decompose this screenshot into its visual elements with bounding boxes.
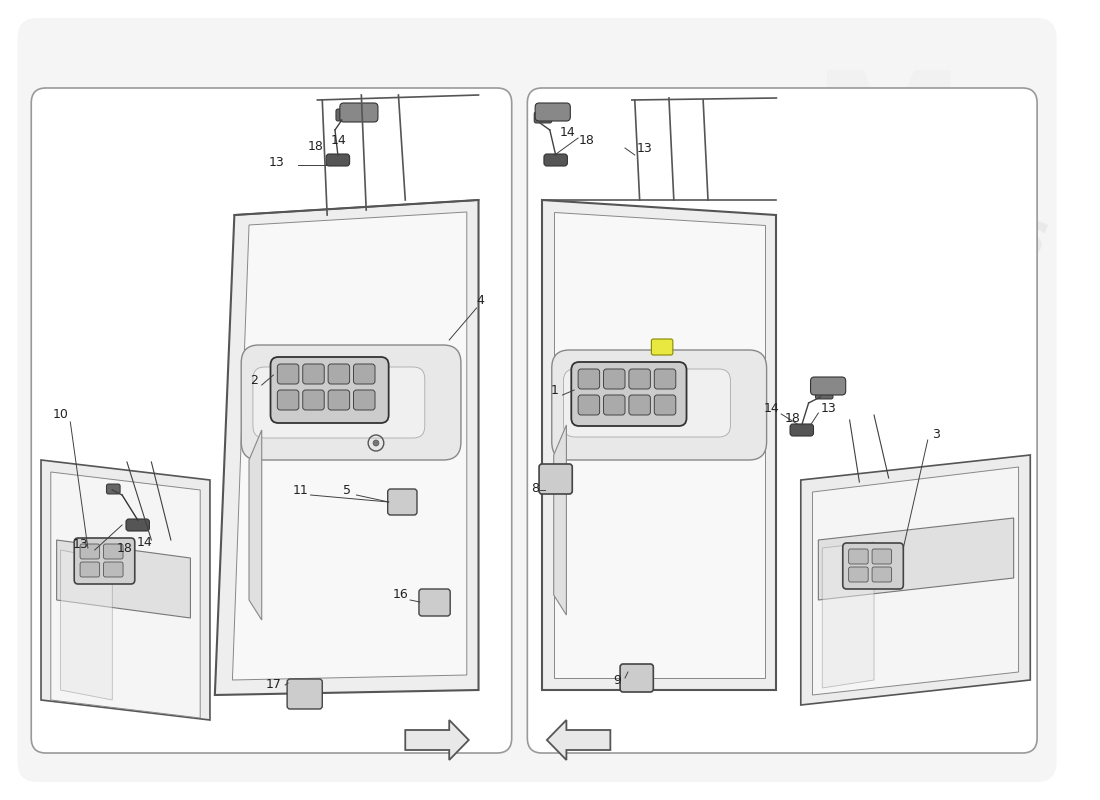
FancyBboxPatch shape: [302, 390, 324, 410]
Polygon shape: [542, 200, 777, 690]
FancyBboxPatch shape: [387, 489, 417, 515]
Text: 17: 17: [265, 678, 282, 691]
FancyBboxPatch shape: [302, 364, 324, 384]
Polygon shape: [547, 720, 611, 760]
Polygon shape: [818, 518, 1014, 600]
Text: 3: 3: [932, 429, 939, 442]
FancyBboxPatch shape: [848, 549, 868, 564]
Circle shape: [373, 440, 378, 446]
FancyBboxPatch shape: [277, 364, 299, 384]
FancyBboxPatch shape: [340, 103, 378, 122]
Polygon shape: [801, 455, 1031, 705]
Text: 18: 18: [785, 411, 801, 425]
Text: 1985: 1985: [869, 171, 968, 209]
Text: M: M: [813, 66, 965, 214]
Text: 18: 18: [308, 141, 323, 154]
FancyBboxPatch shape: [103, 544, 123, 559]
FancyBboxPatch shape: [287, 679, 322, 709]
FancyBboxPatch shape: [604, 369, 625, 389]
FancyBboxPatch shape: [620, 664, 653, 692]
Text: 2: 2: [250, 374, 257, 386]
Text: 9: 9: [614, 674, 622, 686]
Text: 13: 13: [73, 538, 88, 551]
FancyBboxPatch shape: [328, 364, 350, 384]
Polygon shape: [56, 540, 190, 618]
FancyBboxPatch shape: [241, 345, 461, 460]
FancyBboxPatch shape: [651, 339, 673, 355]
Text: eurospares: eurospares: [646, 128, 1054, 272]
Text: 1: 1: [551, 383, 559, 397]
FancyBboxPatch shape: [872, 567, 892, 582]
FancyBboxPatch shape: [848, 567, 868, 582]
Polygon shape: [553, 212, 764, 678]
FancyBboxPatch shape: [103, 562, 123, 577]
Polygon shape: [51, 472, 200, 718]
FancyBboxPatch shape: [419, 589, 450, 616]
FancyBboxPatch shape: [327, 154, 350, 166]
Text: 16: 16: [393, 589, 408, 602]
Polygon shape: [553, 425, 566, 615]
Polygon shape: [813, 467, 1019, 695]
FancyBboxPatch shape: [579, 395, 600, 415]
Text: 4: 4: [476, 294, 484, 306]
FancyBboxPatch shape: [353, 364, 375, 384]
FancyBboxPatch shape: [654, 369, 675, 389]
Text: 8: 8: [531, 482, 539, 494]
Text: 5: 5: [343, 483, 351, 497]
FancyBboxPatch shape: [535, 112, 552, 123]
Text: 18: 18: [579, 134, 595, 146]
FancyBboxPatch shape: [552, 350, 767, 460]
FancyBboxPatch shape: [527, 88, 1037, 753]
Polygon shape: [41, 460, 210, 720]
FancyBboxPatch shape: [872, 549, 892, 564]
Text: 14: 14: [763, 402, 780, 414]
FancyBboxPatch shape: [539, 464, 572, 494]
Text: 13: 13: [821, 402, 836, 414]
FancyBboxPatch shape: [629, 395, 650, 415]
FancyBboxPatch shape: [654, 395, 675, 415]
FancyBboxPatch shape: [563, 369, 730, 437]
FancyBboxPatch shape: [80, 562, 100, 577]
FancyBboxPatch shape: [328, 390, 350, 410]
FancyBboxPatch shape: [107, 484, 120, 494]
Text: 11: 11: [293, 483, 309, 497]
Text: 18: 18: [117, 542, 133, 554]
FancyBboxPatch shape: [277, 390, 299, 410]
FancyBboxPatch shape: [543, 154, 568, 166]
FancyBboxPatch shape: [253, 367, 425, 438]
FancyBboxPatch shape: [31, 88, 512, 753]
FancyBboxPatch shape: [74, 538, 135, 584]
Text: 13: 13: [268, 157, 284, 170]
FancyBboxPatch shape: [336, 109, 355, 121]
Polygon shape: [823, 542, 874, 688]
Text: 14: 14: [331, 134, 346, 146]
FancyBboxPatch shape: [579, 369, 600, 389]
Polygon shape: [232, 212, 466, 680]
FancyBboxPatch shape: [571, 362, 686, 426]
FancyBboxPatch shape: [815, 388, 833, 399]
Polygon shape: [405, 720, 469, 760]
Text: a passion for parts since 1985: a passion for parts since 1985: [664, 198, 977, 282]
FancyBboxPatch shape: [353, 390, 375, 410]
Text: 10: 10: [53, 409, 68, 422]
Polygon shape: [214, 200, 478, 695]
FancyBboxPatch shape: [811, 377, 846, 395]
FancyBboxPatch shape: [80, 544, 100, 559]
FancyBboxPatch shape: [271, 357, 388, 423]
FancyBboxPatch shape: [18, 18, 1057, 782]
FancyBboxPatch shape: [790, 424, 814, 436]
Text: 14: 14: [560, 126, 575, 138]
FancyBboxPatch shape: [843, 543, 903, 589]
FancyBboxPatch shape: [629, 369, 650, 389]
Text: 13: 13: [637, 142, 652, 154]
FancyBboxPatch shape: [536, 103, 570, 121]
FancyBboxPatch shape: [126, 519, 150, 531]
Polygon shape: [249, 430, 262, 620]
Polygon shape: [60, 550, 112, 700]
Text: 14: 14: [136, 535, 153, 549]
FancyBboxPatch shape: [604, 395, 625, 415]
